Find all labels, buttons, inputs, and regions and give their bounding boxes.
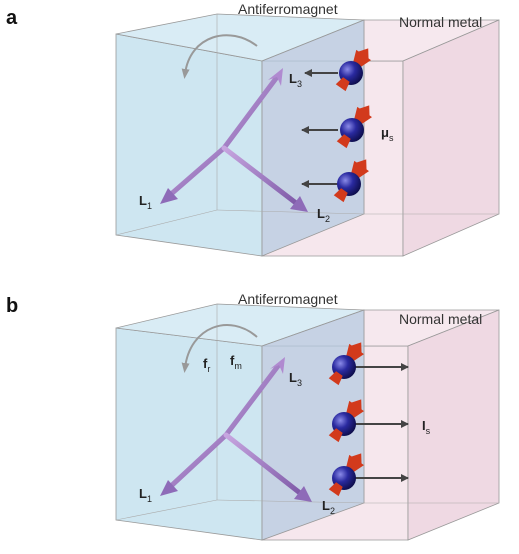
vector-L2 <box>223 432 312 502</box>
vector-L3-label: L3 <box>289 370 302 388</box>
torque-fr-label: fr <box>203 356 210 374</box>
curved-rotation-arrow-icon <box>181 34 258 79</box>
vector-L3 <box>221 68 283 151</box>
panel-letter: a <box>6 7 18 29</box>
vector-L3 <box>223 357 285 438</box>
spin-accumulation-label: μs <box>381 125 394 143</box>
normal-metal-label: Normal metal <box>399 14 482 30</box>
panel-letter: b <box>6 295 18 317</box>
vector-L1 <box>160 432 229 496</box>
vector-L2-label: L2 <box>317 206 330 224</box>
vector-L1-label: L1 <box>139 486 152 504</box>
vector-L3-label: L3 <box>289 71 302 89</box>
spin-current-label: Is <box>422 418 431 436</box>
vector-L1-label: L1 <box>139 193 152 211</box>
curved-rotation-arrow-icon <box>181 324 258 373</box>
panel-b: b Antiferromagnet Normal metal fr fm <box>6 291 500 541</box>
normal-metal-label: Normal metal <box>399 311 482 327</box>
torque-fm-label: fm <box>230 353 242 371</box>
vector-L2-label: L2 <box>322 498 335 516</box>
panel-a: a Antiferromagnet Normal metal <box>6 1 500 257</box>
vector-L2 <box>221 145 308 212</box>
antiferromagnet-label: Antiferromagnet <box>238 1 338 17</box>
antiferromagnet-label: Antiferromagnet <box>238 291 338 307</box>
vector-L1 <box>160 145 227 204</box>
